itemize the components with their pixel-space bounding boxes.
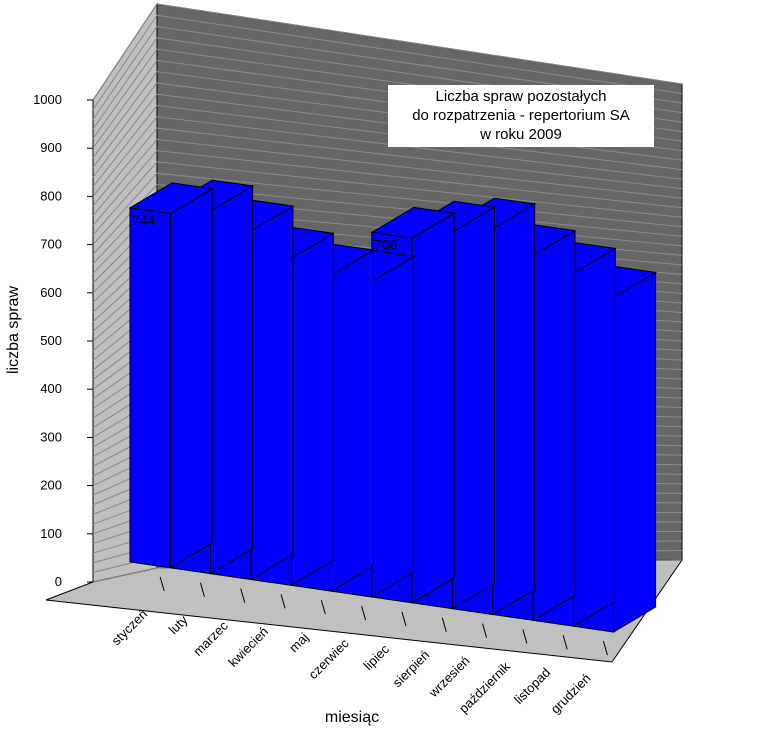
y-axis-ticks: 0 100 200 300 400 500 600 700 800 900 1000	[33, 92, 93, 589]
gridline	[92, 26, 683, 120]
x-tick-mark	[602, 640, 608, 656]
y-tick-label: 700	[40, 237, 62, 252]
bar-series: 703741766810791766663664687732762744	[128, 179, 658, 633]
x-tick-label: kwiecień	[225, 624, 271, 670]
gridline	[92, 150, 683, 226]
bar-side	[169, 187, 213, 569]
y-tick-label: 1000	[33, 92, 62, 107]
x-tick-mark	[159, 576, 165, 592]
x-tick-mark	[482, 623, 488, 638]
gridline	[92, 14, 683, 110]
bar-side	[572, 247, 616, 628]
y-tick-label: 0	[55, 574, 62, 589]
x-tick-mark	[562, 635, 568, 650]
bar-side	[371, 255, 415, 598]
x-tick-label: wrzesień	[425, 653, 473, 701]
chart-title-line-3: w roku 2009	[480, 126, 562, 143]
x-tick-mark	[320, 600, 326, 615]
y-axis-title: liczba spraw	[5, 286, 22, 374]
bar-side	[331, 249, 374, 593]
bar-side	[210, 185, 254, 575]
bar-side	[250, 205, 294, 581]
y-tick-label: 400	[40, 381, 62, 396]
gridline	[92, 116, 683, 197]
x-tick-mark	[522, 629, 528, 644]
data-label: 766	[374, 236, 398, 252]
x-tick-label: marzec	[190, 618, 231, 659]
x-tick-label: listopad	[511, 665, 553, 707]
x-tick-mark	[361, 605, 367, 621]
x-tick-label: czerwiec	[305, 635, 352, 682]
x-tick-label: grudzień	[548, 671, 594, 717]
x-axis-title: miesiąc	[325, 709, 379, 726]
bar-side	[532, 229, 576, 622]
bar-front	[129, 207, 171, 569]
y-tick-label: 300	[40, 429, 62, 444]
bar-side	[451, 206, 495, 610]
x-tick-label: sierpień	[390, 647, 433, 690]
x-tick-label: styczeń	[108, 606, 150, 648]
gridline	[92, 104, 683, 188]
x-tick-mark	[199, 582, 205, 597]
y-tick-label: 500	[40, 333, 62, 348]
x-tick-label: maj	[286, 630, 311, 655]
y-tick-label: 900	[40, 140, 62, 155]
y-tick-label: 600	[40, 285, 62, 300]
gridline	[92, 161, 683, 236]
bar-side	[411, 212, 455, 604]
bar-side	[613, 271, 657, 633]
y-tick-label: 100	[40, 526, 62, 541]
gridline	[92, 127, 683, 207]
x-tick-mark	[441, 617, 447, 632]
chart-title: Liczba spraw pozostałych do rozpatrzenia…	[388, 85, 654, 147]
x-tick-mark	[401, 611, 407, 627]
bar: 744	[128, 182, 214, 569]
x-tick-label: lipiec	[361, 641, 393, 673]
bar-side	[290, 232, 334, 587]
bar-side	[492, 203, 536, 616]
x-tick-mark	[240, 588, 246, 603]
chart-title-line-1: Liczba spraw pozostałych	[435, 88, 607, 105]
y-tick-label: 200	[40, 478, 62, 493]
y-tick-label: 800	[40, 188, 62, 203]
gridline	[92, 138, 683, 217]
chart-title-line-2: do rozpatrzenia - repertorium SA	[412, 107, 630, 124]
x-tick-mark	[280, 594, 286, 609]
gridline	[92, 3, 683, 101]
data-label: 744	[132, 212, 156, 228]
